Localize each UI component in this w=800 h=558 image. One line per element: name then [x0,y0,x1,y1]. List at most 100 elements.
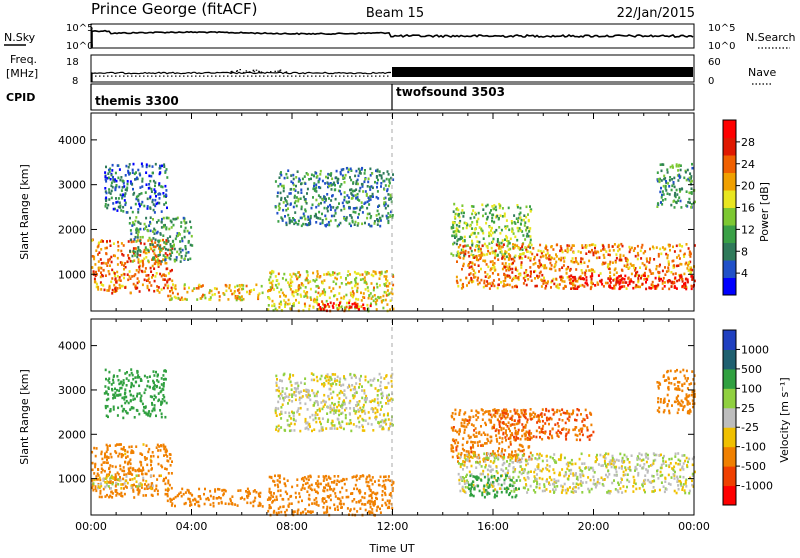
heat-cell [662,280,664,283]
heat-cell [127,273,129,276]
heat-cell [257,296,259,299]
heat-cell [344,483,346,486]
heat-cell [484,460,486,463]
heat-cell [690,206,692,209]
heat-cell [296,478,298,481]
heat-cell [100,288,102,291]
heat-cell [276,426,278,429]
heat-cell [304,305,306,308]
heat-cell [451,445,453,448]
heat-cell [305,418,307,421]
heat-cell [298,492,300,495]
heat-cell [676,245,678,248]
heat-cell [100,267,102,270]
heat-cell [293,305,295,308]
heat-cell [531,244,533,247]
heat-cell [315,482,317,485]
heat-cell [355,211,357,214]
heat-cell [482,470,484,473]
heat-cell [597,281,599,284]
heat-cell [339,502,341,505]
heat-cell [276,378,278,381]
heat-cell [497,450,499,453]
heat-cell [357,287,359,290]
heat-cell [350,168,352,171]
heat-cell [341,407,343,410]
heat-cell [382,295,384,298]
heat-cell [165,489,167,492]
nave-dot [119,76,121,77]
heat-cell [666,257,668,260]
heat-cell [108,496,110,499]
heat-cell [355,484,357,487]
heat-cell [124,493,126,496]
heat-cell [335,198,337,201]
heat-cell [150,464,152,467]
nave-dot [123,76,125,77]
heat-cell [377,197,379,200]
heat-cell [388,173,390,176]
heat-cell [357,198,359,201]
heat-cell [376,186,378,189]
heat-cell [171,226,173,229]
heat-cell [101,451,103,454]
heat-cell [582,272,584,275]
heat-cell [100,490,102,493]
heat-cell [167,285,169,288]
heat-cell [555,488,557,491]
heat-cell [150,487,152,490]
heat-cell [196,298,198,301]
heat-cell [123,244,125,247]
heat-cell [343,297,345,300]
heat-cell [276,498,278,501]
heat-cell [127,180,129,183]
heat-cell [170,249,172,252]
colorbar-label: 12 [741,223,755,236]
heat-cell [653,258,655,261]
heat-cell [347,386,349,389]
heat-cell [474,441,476,444]
heat-cell [104,456,106,459]
heat-cell [98,242,100,245]
heat-cell [471,244,473,247]
heat-cell [294,423,296,426]
heat-cell [604,478,606,481]
heat-cell [385,299,387,302]
heat-cell [343,199,345,202]
heat-cell [306,192,308,195]
heat-cell [549,262,551,265]
heat-cell [676,193,678,196]
heat-cell [170,295,172,298]
heat-cell [190,501,192,504]
heat-cell [121,262,123,265]
heat-cell [465,250,467,253]
heat-cell [646,257,648,260]
heat-cell [456,230,458,233]
heat-cell [386,178,388,181]
heat-cell [158,202,160,205]
heat-cell [609,249,611,252]
heat-cell [145,473,147,476]
heat-cell [240,489,242,492]
heat-cell [520,444,522,447]
heat-cell [511,451,513,454]
heat-cell [306,202,308,205]
heat-cell [318,417,320,420]
heat-cell [290,422,292,425]
heat-cell [492,272,494,275]
heat-cell [308,498,310,501]
heat-cell [336,406,338,409]
heat-cell [376,308,378,311]
heat-cell [513,260,515,263]
heat-cell [166,207,168,210]
heat-cell [515,255,517,258]
heat-cell [471,240,473,243]
heat-cell [138,474,140,477]
heat-cell [341,282,343,285]
heat-cell [390,492,392,495]
heat-cell [290,288,292,291]
nsky-label: N.Sky [4,31,36,44]
heat-cell [567,247,569,250]
heat-cell [359,190,361,193]
heat-cell [621,269,623,272]
